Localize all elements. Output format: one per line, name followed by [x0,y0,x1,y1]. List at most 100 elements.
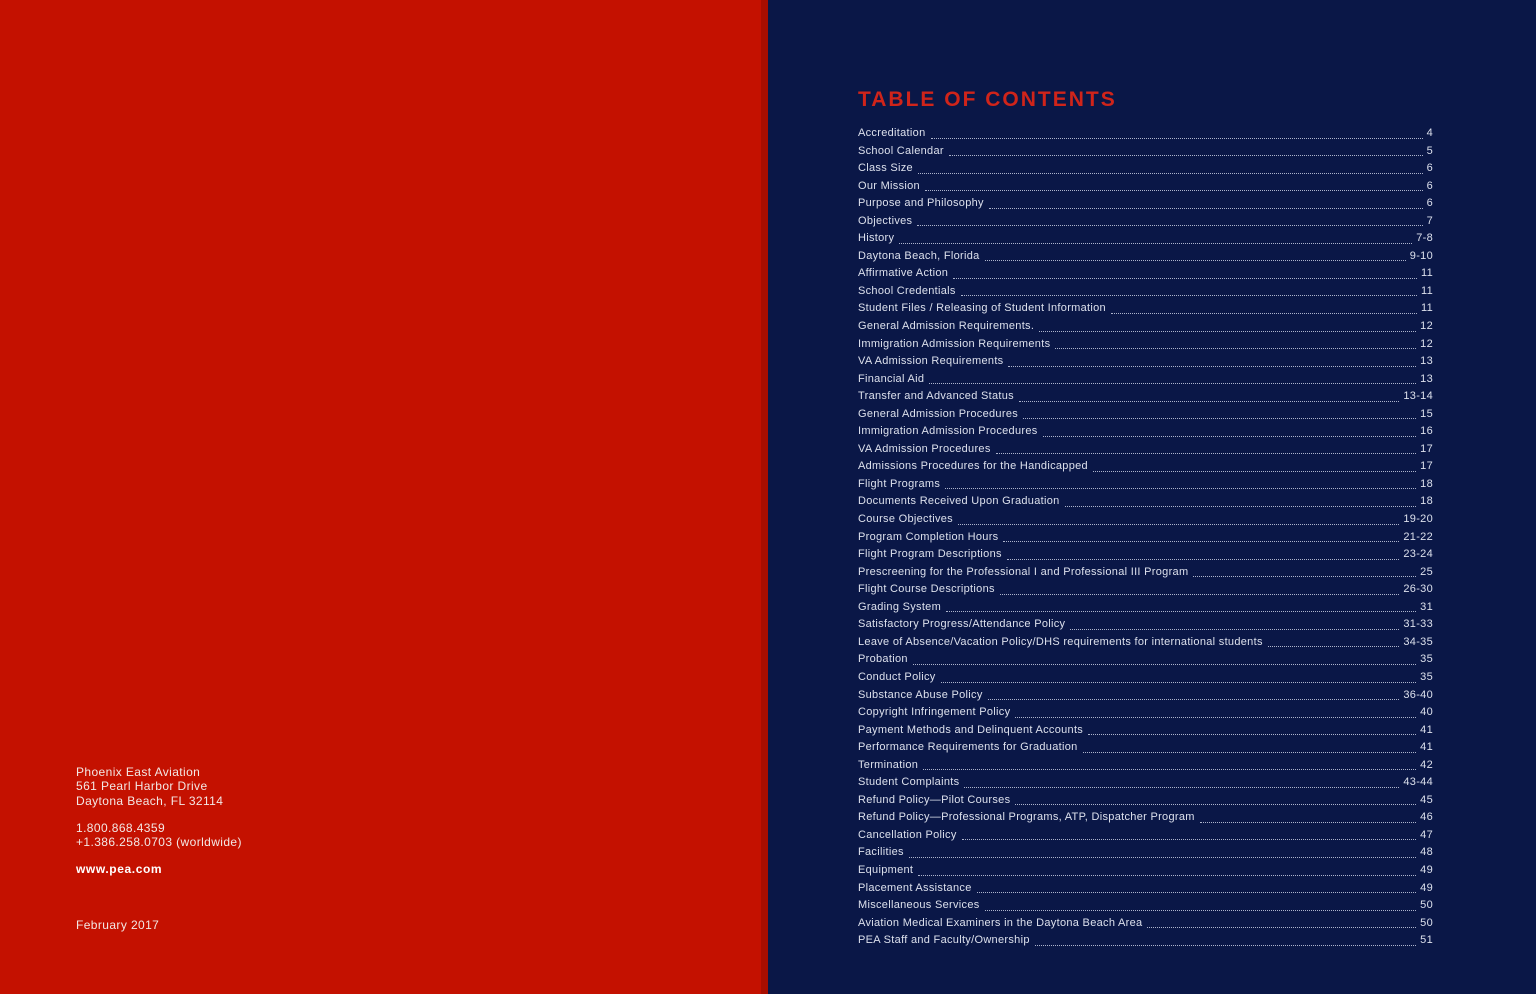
toc-entry-page: 7 [1426,214,1433,227]
toc-entry: Refund Policy—Professional Programs, ATP… [858,809,1433,827]
toc-entry: Class Size 6 [858,160,1433,178]
toc-entry-label: Aviation Medical Examiners in the Dayton… [858,916,1143,929]
toc-entry-label: Student Files / Releasing of Student Inf… [858,302,1106,315]
toc-entry-label: Payment Methods and Delinquent Accounts [858,723,1084,736]
toc-entry-label: Conduct Policy [858,670,936,683]
toc-entry: Admissions Procedures for the Handicappe… [858,458,1433,476]
toc-entry-label: VA Admission Procedures [858,442,991,455]
dotted-leader [918,874,1417,876]
toc-entry: Financial Aid 13 [858,371,1433,389]
dotted-leader [984,260,1406,262]
toc-entry-label: Flight Program Descriptions [858,548,1002,561]
dotted-leader [1110,313,1417,315]
toc-entry-page: 47 [1420,828,1433,841]
toc-entry-label: General Admission Requirements. [858,320,1035,333]
toc-entry-page: 11 [1420,302,1433,315]
contact-block: Phoenix East Aviation 561 Pearl Harbor D… [76,765,242,932]
toc-entry-page: 49 [1420,863,1433,876]
toc-entry: Probation 35 [858,651,1433,669]
dotted-leader [912,663,1417,665]
toc-entry-label: Satisfactory Progress/Attendance Policy [858,618,1066,631]
toc-entry-label: Immigration Admission Requirements [858,337,1051,350]
toc-entry-label: Admissions Procedures for the Handicappe… [858,460,1088,473]
toc-entry-label: Class Size [858,162,913,175]
toc-entry-page: 7-8 [1416,232,1433,245]
dotted-leader [1008,365,1417,367]
left-page: Phoenix East Aviation 561 Pearl Harbor D… [0,0,768,994]
toc-entry: Grading System 31 [858,599,1433,617]
toc-entry-page: 13-14 [1403,390,1433,403]
phone-worldwide: +1.386.258.0703 (worldwide) [76,835,242,850]
toc-entry: Copyright Infringement Policy 40 [858,704,1433,722]
toc-entry-page: 9-10 [1409,249,1433,262]
toc-entry-label: Daytona Beach, Florida [858,249,980,262]
toc-entry: Daytona Beach, Florida 9-10 [858,248,1433,266]
dotted-leader [1092,470,1417,472]
dotted-leader [1088,734,1417,736]
toc-entry-label: Substance Abuse Policy [858,688,983,701]
toc-entry: Purpose and Philosophy 6 [858,195,1433,213]
toc-entry-page: 31 [1420,600,1433,613]
website-url: www.pea.com [76,862,163,877]
dotted-leader [948,155,1423,157]
toc-entry-page: 13 [1420,372,1433,385]
dotted-leader [957,523,1400,525]
toc-entry: Leave of Absence/Vacation Policy/DHS req… [858,634,1433,652]
dotted-leader [1023,418,1417,420]
dotted-leader [1034,944,1417,946]
toc-entry-label: Facilities [858,846,904,859]
toc-entry-label: Course Objectives [858,513,953,526]
toc-entry: Accreditation 4 [858,125,1433,143]
toc-entry-page: 6 [1426,179,1433,192]
toc-entry-label: Prescreening for the Professional I and … [858,565,1189,578]
toc-entry-page: 12 [1420,320,1433,333]
toc-entry: Cancellation Policy 47 [858,827,1433,845]
toc-entry-page: 25 [1420,565,1433,578]
toc-entry: Performance Requirements for Graduation … [858,739,1433,757]
toc-entry-page: 36-40 [1403,688,1433,701]
dotted-leader [930,137,1423,139]
dotted-leader [1199,821,1417,823]
toc-entry: General Admission Procedures 15 [858,406,1433,424]
right-page: TABLE OF CONTENTS Accreditation 4 School… [768,0,1536,994]
toc-entry-page: 6 [1426,197,1433,210]
toc-list: Accreditation 4 School Calendar 5 Class … [858,125,1433,950]
toc-entry: Miscellaneous Services 50 [858,897,1433,915]
toc-entry-label: Flight Course Descriptions [858,583,995,596]
toc-entry: Payment Methods and Delinquent Accounts … [858,722,1433,740]
toc-entry-page: 6 [1426,162,1433,175]
toc-entry-page: 50 [1420,899,1433,912]
toc-entry: PEA Staff and Faculty/Ownership 51 [858,932,1433,950]
toc-entry-label: School Calendar [858,144,944,157]
toc-entry-page: 11 [1420,284,1433,297]
toc-entry-label: Student Complaints [858,776,960,789]
phone-toll-free: 1.800.868.4359 [76,820,166,835]
dotted-leader [1042,435,1417,437]
toc-entry: Immigration Admission Procedures 16 [858,423,1433,441]
toc-entry-page: 46 [1420,811,1433,824]
dotted-leader [999,593,1400,595]
toc-entry-page: 50 [1420,916,1433,929]
dotted-leader [1003,541,1400,543]
toc-entry: Placement Assistance 49 [858,880,1433,898]
dotted-leader [953,277,1417,279]
toc-entry-page: 40 [1420,706,1433,719]
dotted-leader [1055,348,1417,350]
toc-entry-label: General Admission Procedures [858,407,1019,420]
toc-entry-page: 4 [1426,127,1433,139]
dotted-leader [899,242,1413,244]
toc-entry: General Admission Requirements. 12 [858,318,1433,336]
toc-entry: Termination 42 [858,757,1433,775]
dotted-leader [960,295,1417,297]
dotted-leader [995,453,1417,455]
toc-entry-page: 18 [1420,477,1433,490]
toc-entry-page: 23-24 [1403,548,1433,561]
toc-entry-label: Affirmative Action [858,267,949,280]
toc-entry-label: Financial Aid [858,372,925,385]
toc-entry-label: School Credentials [858,284,956,297]
dotted-leader [940,681,1417,683]
toc-entry: Aviation Medical Examiners in the Dayton… [858,915,1433,933]
toc-entry: Transfer and Advanced Status 13-14 [858,388,1433,406]
dotted-leader [1147,927,1417,929]
dotted-leader [929,383,1417,385]
